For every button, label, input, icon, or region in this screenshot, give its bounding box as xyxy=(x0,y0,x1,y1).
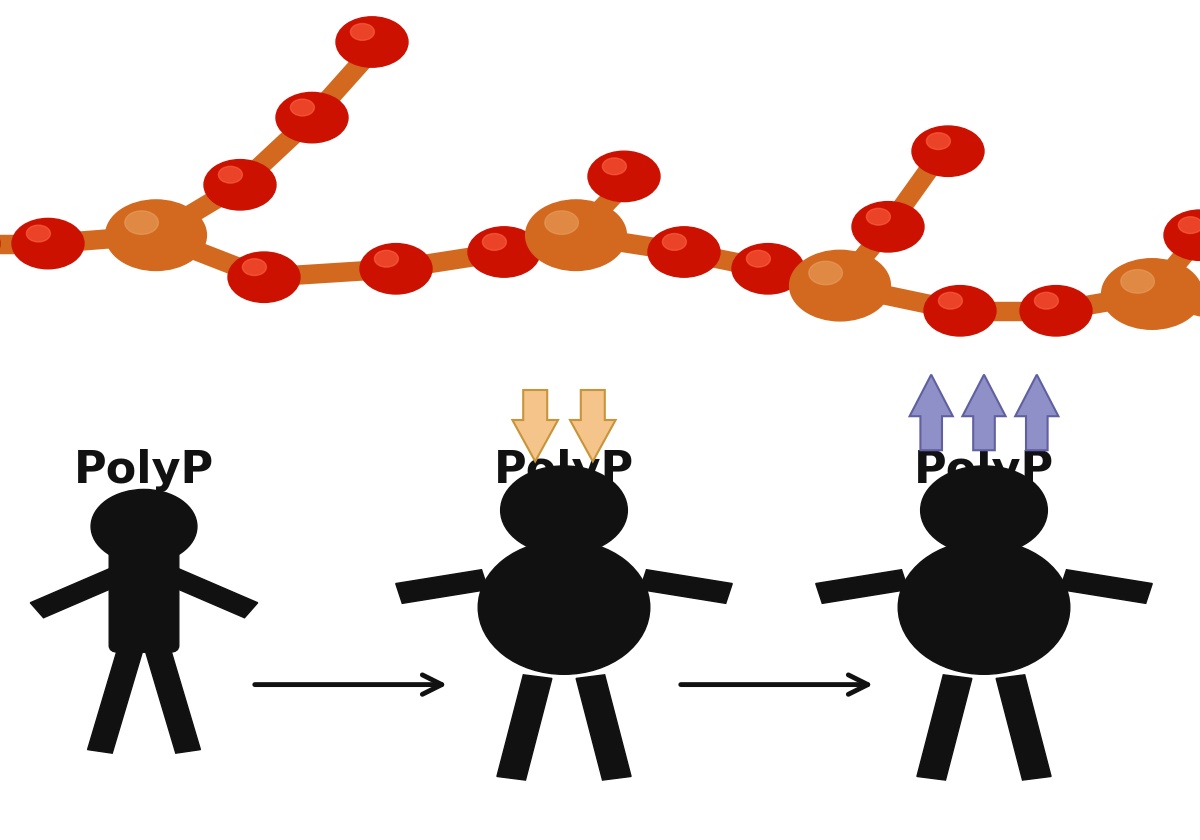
Circle shape xyxy=(374,250,398,267)
FancyBboxPatch shape xyxy=(109,542,179,652)
Polygon shape xyxy=(512,390,558,461)
Text: PolyP: PolyP xyxy=(494,449,634,492)
Circle shape xyxy=(1020,286,1092,336)
Ellipse shape xyxy=(898,540,1070,675)
Circle shape xyxy=(852,202,924,252)
FancyArrow shape xyxy=(1060,570,1152,603)
Circle shape xyxy=(91,490,197,564)
Polygon shape xyxy=(1015,375,1058,450)
Circle shape xyxy=(912,126,984,176)
Circle shape xyxy=(468,227,540,277)
Polygon shape xyxy=(570,390,616,461)
FancyArrow shape xyxy=(162,568,258,617)
Ellipse shape xyxy=(478,540,650,675)
Circle shape xyxy=(938,292,962,309)
Circle shape xyxy=(290,99,314,116)
FancyArrow shape xyxy=(144,643,200,753)
FancyArrow shape xyxy=(88,643,144,753)
Circle shape xyxy=(866,208,890,225)
Circle shape xyxy=(500,466,628,554)
FancyArrow shape xyxy=(996,675,1051,780)
Circle shape xyxy=(746,250,770,267)
Text: PolyP: PolyP xyxy=(74,449,214,492)
Circle shape xyxy=(924,286,996,336)
Circle shape xyxy=(1178,217,1200,234)
FancyArrow shape xyxy=(640,570,732,603)
Circle shape xyxy=(1034,292,1058,309)
Circle shape xyxy=(350,24,374,40)
Circle shape xyxy=(790,250,890,321)
FancyArrow shape xyxy=(497,675,552,780)
Circle shape xyxy=(106,200,206,270)
Circle shape xyxy=(926,133,950,150)
Circle shape xyxy=(588,151,660,202)
Circle shape xyxy=(1102,259,1200,329)
Circle shape xyxy=(360,244,432,294)
Circle shape xyxy=(732,244,804,294)
FancyArrow shape xyxy=(30,568,126,617)
Circle shape xyxy=(242,259,266,276)
Circle shape xyxy=(12,218,84,269)
Circle shape xyxy=(662,234,686,250)
Circle shape xyxy=(1164,210,1200,260)
Circle shape xyxy=(218,166,242,183)
Circle shape xyxy=(482,234,506,250)
Circle shape xyxy=(602,158,626,175)
Circle shape xyxy=(125,211,158,234)
Circle shape xyxy=(336,17,408,67)
Polygon shape xyxy=(910,375,953,450)
Circle shape xyxy=(809,261,842,285)
FancyArrow shape xyxy=(816,570,908,603)
Circle shape xyxy=(276,92,348,143)
Circle shape xyxy=(26,225,50,242)
Circle shape xyxy=(545,211,578,234)
FancyArrow shape xyxy=(576,675,631,780)
Circle shape xyxy=(204,160,276,210)
Circle shape xyxy=(1121,270,1154,293)
FancyArrow shape xyxy=(917,675,972,780)
Polygon shape xyxy=(962,375,1006,450)
Text: PolyP: PolyP xyxy=(914,449,1054,492)
FancyArrow shape xyxy=(396,570,488,603)
Circle shape xyxy=(648,227,720,277)
Circle shape xyxy=(228,252,300,302)
Circle shape xyxy=(526,200,626,270)
Circle shape xyxy=(920,466,1048,554)
